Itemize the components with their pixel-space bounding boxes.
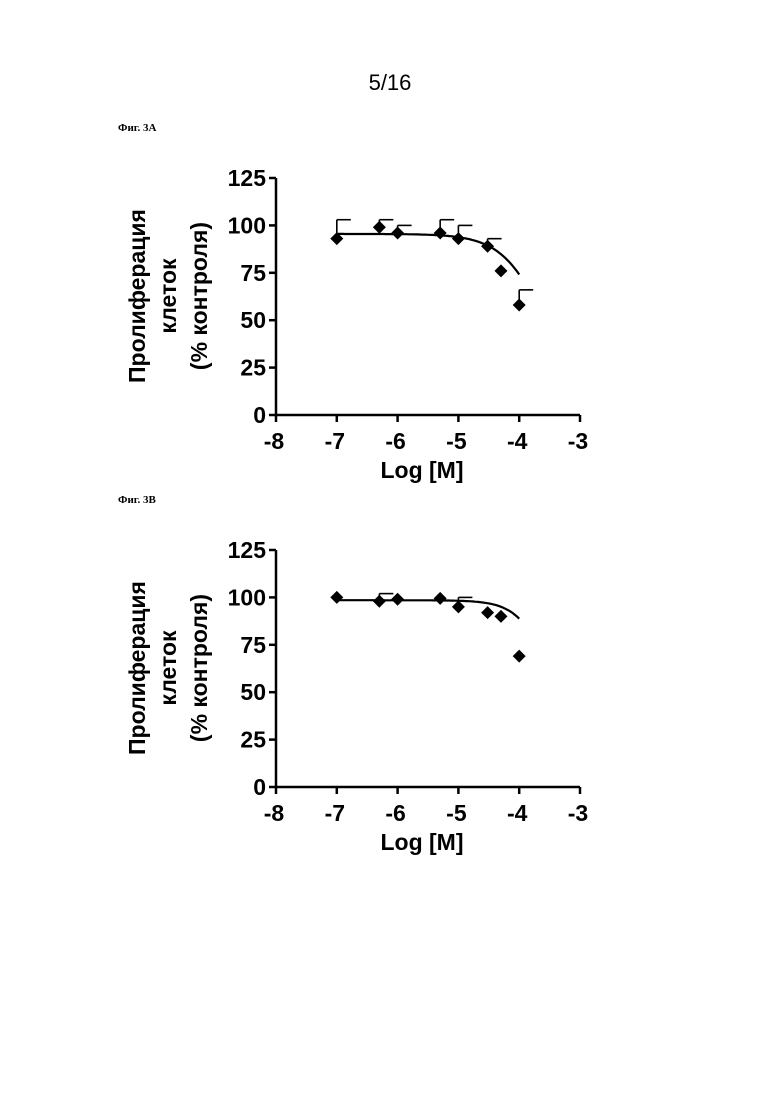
x-tick-label: -7: [325, 800, 345, 826]
y-tick-label: 75: [240, 260, 266, 286]
data-point-marker: [452, 232, 465, 245]
figure-label-3b: Фиг. 3В: [118, 494, 156, 506]
data-point-marker: [391, 226, 404, 239]
data-point-marker: [330, 591, 343, 604]
page-number: 5/16: [0, 70, 780, 96]
data-point-marker: [481, 606, 494, 619]
y-axis-label-line: клеток: [155, 258, 181, 334]
data-point-marker: [452, 600, 465, 613]
x-axis-label: Log [M]: [380, 829, 463, 855]
x-tick-label: -6: [385, 428, 405, 454]
y-axis-label-line: Пролиферация: [124, 581, 150, 755]
x-tick-label: -8: [264, 428, 285, 454]
y-axis-label-line: (% контроля): [186, 594, 212, 742]
y-axis-label-line: Пролиферация: [124, 209, 150, 383]
fit-curve: [337, 600, 519, 619]
y-tick-label: 25: [240, 727, 266, 753]
y-tick-label: 100: [228, 584, 266, 610]
data-point-marker: [434, 226, 447, 239]
x-tick-label: -5: [446, 800, 467, 826]
y-tick-label: 0: [253, 774, 266, 800]
x-tick-label: -4: [507, 800, 528, 826]
y-axis-label-line: клеток: [155, 630, 181, 706]
y-tick-label: 50: [240, 307, 266, 333]
x-axis-label: Log [M]: [380, 457, 463, 483]
chart-panel-3b: 0 25 50 75 100 125 -8 -7 -6 -5 -4 -3 Log [M] Пролифер…: [0, 522, 780, 862]
x-tick-label: -6: [385, 800, 405, 826]
data-point-marker: [391, 593, 404, 606]
fit-curve: [337, 234, 519, 275]
y-tick-label: 100: [228, 212, 266, 238]
x-tick-label: -3: [568, 800, 588, 826]
y-tick-label: 125: [228, 537, 267, 563]
data-point-marker: [373, 221, 386, 234]
chart-3b-svg: 0 25 50 75 100 125 -8 -7 -6 -5 -4 -3 Log [M] Пролифер…: [0, 522, 780, 862]
data-point-marker: [513, 299, 526, 312]
y-axis-label-line: (% контроля): [186, 222, 212, 370]
x-tick-label: -3: [568, 428, 588, 454]
data-point-marker: [494, 264, 507, 277]
chart-3a-svg: 0 25 50 75 100 125 -8 -7 -6 -5 -4 -3 Log [M] Пролифер…: [0, 150, 780, 490]
data-point-marker: [494, 610, 507, 623]
data-point-marker: [434, 592, 447, 605]
figure-label-3a: Фиг. 3А: [118, 122, 156, 134]
data-point-marker: [513, 650, 526, 663]
y-tick-label: 50: [240, 679, 266, 705]
y-tick-label: 125: [228, 165, 267, 191]
x-tick-label: -7: [325, 428, 345, 454]
y-tick-label: 0: [253, 402, 266, 428]
data-point-marker: [373, 595, 386, 608]
data-point-marker: [481, 240, 494, 253]
x-tick-label: -5: [446, 428, 467, 454]
x-tick-label: -4: [507, 428, 528, 454]
chart-panel-3a: 0 25 50 75 100 125 -8 -7 -6 -5 -4 -3 Log [M] Пролифер…: [0, 150, 780, 490]
y-tick-label: 25: [240, 355, 266, 381]
x-tick-label: -8: [264, 800, 285, 826]
y-tick-label: 75: [240, 632, 266, 658]
